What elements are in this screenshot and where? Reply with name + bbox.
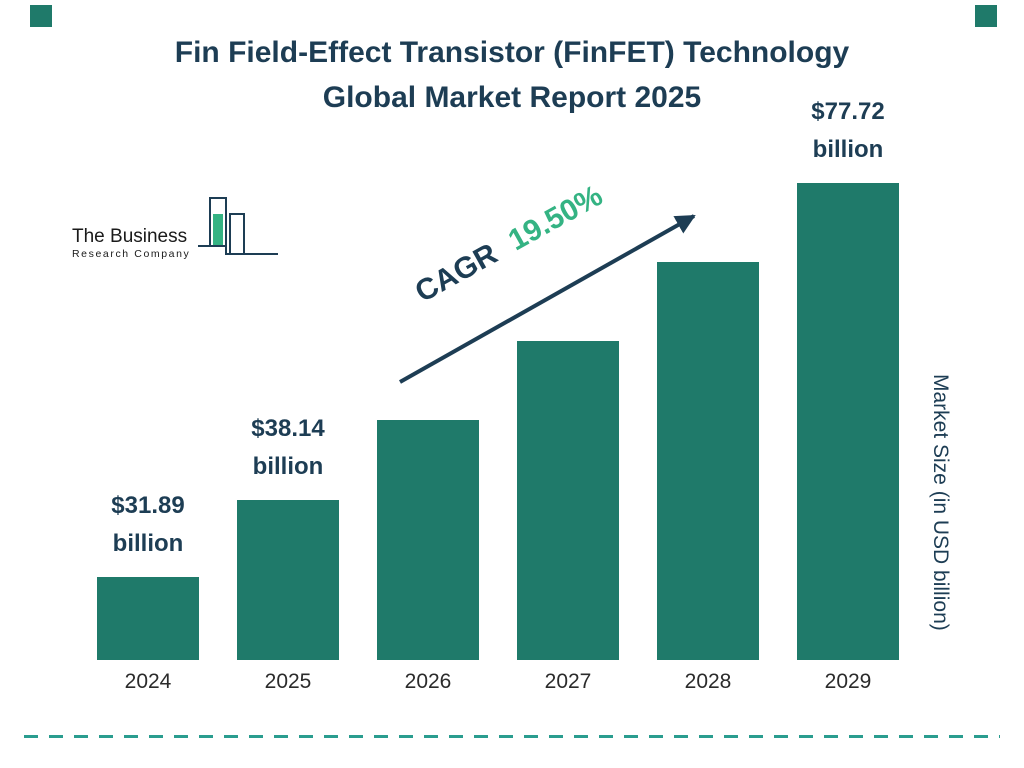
x-tick-label-2027: 2027 (544, 670, 592, 693)
bar-column-2025: $38.14 billion 2025 (237, 410, 339, 693)
company-logo: The Business Research Company (72, 196, 280, 260)
logo-bar-chart-icon (198, 197, 279, 255)
bar-value-label-2029: $77.72 billion (811, 98, 885, 163)
corner-accent-right (975, 5, 997, 27)
bar-value-label-2024: $31.89 billion (111, 492, 185, 557)
x-tick-label-2024: 2024 (124, 670, 172, 693)
x-tick-label-2025: 2025 (264, 670, 312, 693)
bar-2026 (377, 420, 479, 660)
company-logo-text: The Business Research Company (72, 226, 190, 260)
x-tick-label-2028: 2028 (684, 670, 732, 693)
bar-column-2028: 2028 (657, 262, 759, 693)
bottom-dashed-divider (24, 735, 1000, 738)
x-tick-label-2029: 2029 (824, 670, 872, 693)
bar-2024 (97, 577, 199, 660)
y-axis-label: Market Size (in USD billion) (929, 374, 952, 631)
bar-2027 (517, 341, 619, 660)
chart-title-line2: Global Market Report 2025 (322, 81, 702, 114)
bar-column-2026: 2026 (377, 420, 479, 693)
bar-chart: $31.89 billion 2024 $38.14 billion 2025 2026 20… (97, 93, 899, 693)
chart-title-line1: Fin Field-Effect Transistor (FinFET) Tec… (174, 36, 850, 69)
bar-2025 (237, 500, 339, 660)
bar-value-label-2025: $38.14 billion (251, 415, 325, 480)
bar-column-2024: $31.89 billion 2024 (97, 487, 199, 693)
x-tick-label-2026: 2026 (404, 670, 452, 693)
corner-accent-left (30, 5, 52, 27)
bar-column-2029: $77.72 billion 2029 (797, 93, 899, 693)
logo-subtitle: Research Company (72, 248, 191, 260)
bar-column-2027: 2027 (517, 341, 619, 693)
bar-2028 (657, 262, 759, 660)
chart-title: Fin Field-Effect Transistor (FinFET) Tec… (0, 30, 1024, 120)
bar-2029 (797, 183, 899, 660)
logo-name: The Business (72, 226, 188, 247)
